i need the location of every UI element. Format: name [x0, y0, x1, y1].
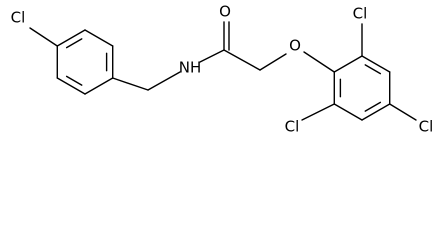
atom-label: Cl: [353, 5, 368, 23]
atom-label: O: [219, 3, 231, 21]
bond: [361, 55, 391, 73]
bond: [56, 29, 86, 47]
bond: [112, 77, 149, 91]
bond: [364, 101, 382, 112]
bond: [29, 27, 58, 47]
molecule-diagram: Cl NH O O Cl Cl Cl: [11, 3, 434, 136]
bond: [147, 71, 181, 91]
atom-label: Cl: [419, 118, 434, 136]
atom-label: Cl: [11, 9, 26, 27]
bond: [259, 53, 287, 71]
bond: [361, 103, 391, 121]
bond: [303, 51, 335, 73]
bond: [301, 103, 335, 121]
bond: [65, 38, 83, 49]
atom-label: NH: [179, 59, 202, 77]
bond: [389, 103, 417, 121]
bond: [65, 75, 83, 86]
bond: [333, 55, 363, 73]
bond: [56, 77, 86, 95]
atom-label: Cl: [285, 118, 300, 136]
atom-label: O: [289, 37, 301, 55]
bond: [223, 49, 261, 71]
bonds: [29, 21, 417, 121]
bond: [364, 64, 382, 75]
bond: [84, 77, 114, 95]
bond: [333, 103, 363, 121]
bond: [199, 49, 225, 63]
bond: [84, 29, 114, 47]
